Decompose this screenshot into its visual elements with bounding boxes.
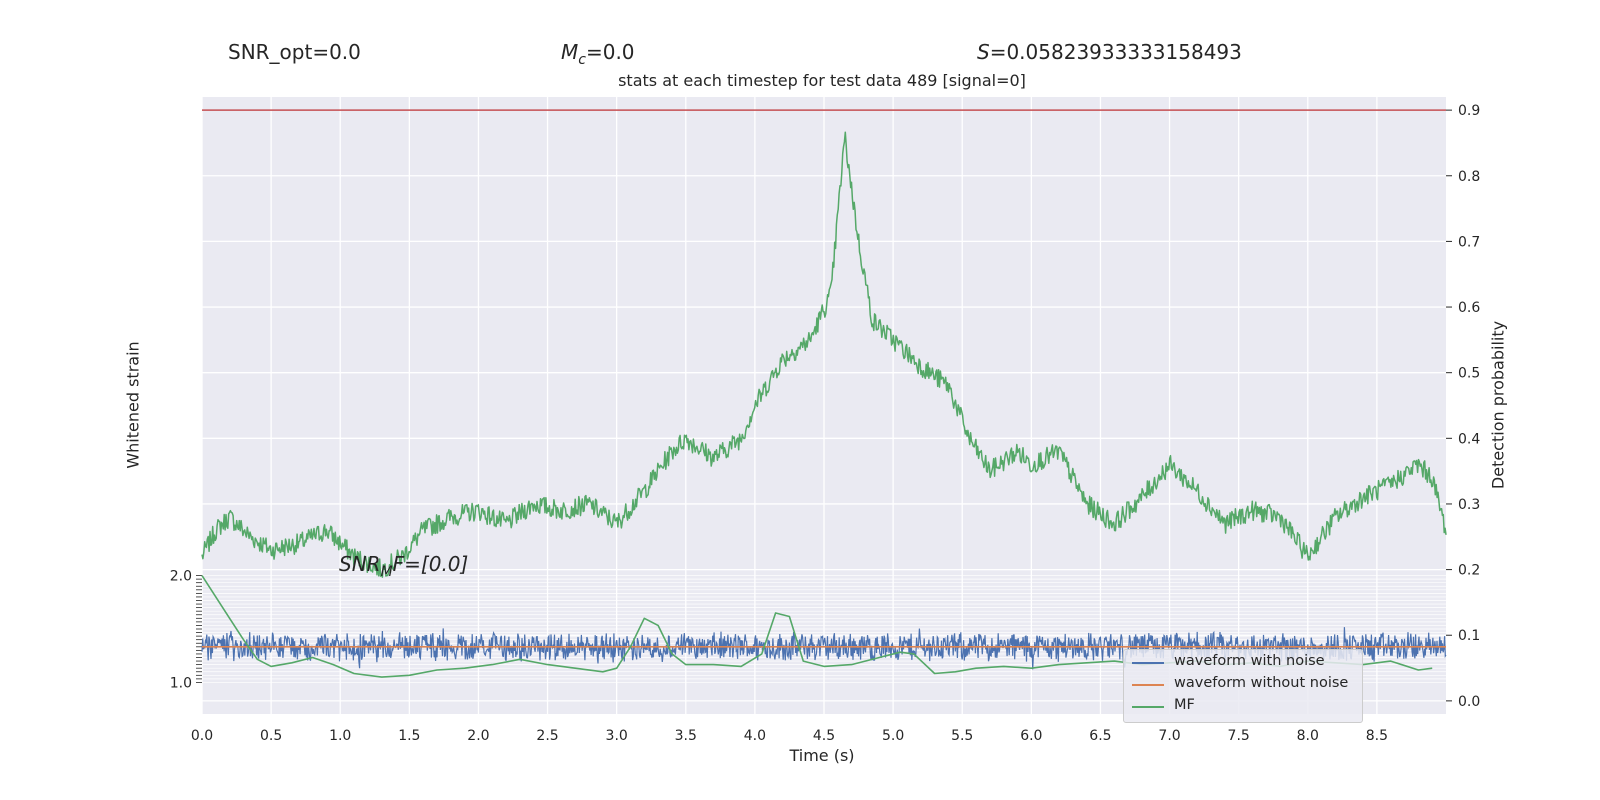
legend-label: MF (1174, 697, 1195, 713)
x-tick-label: 7.5 (1228, 728, 1250, 744)
x-tick-label: 6.5 (1089, 728, 1111, 744)
y-tick-label: 0.1 (1458, 628, 1480, 644)
detection-probability-line (201, 131, 1447, 578)
plot-title: stats at each timestep for test data 489… (618, 71, 1026, 90)
y-tick-label: 0.4 (1458, 431, 1480, 447)
x-tick-label: 8.0 (1297, 728, 1319, 744)
snr-mf-suffix: F=[0.0] (392, 552, 469, 576)
s-symbol: S (977, 40, 990, 64)
snr-opt-label: SNR_opt=0.0 (228, 40, 361, 64)
x-tick-label: 6.0 (1020, 728, 1042, 744)
y-tick-label: 0.3 (1458, 497, 1480, 513)
snr-mf-annotation: SNRMF=[0.0] (339, 552, 468, 580)
strain-tick-label: 1.0 (170, 675, 192, 691)
mc-subscript: c (578, 52, 586, 68)
y-tick-label: 0.0 (1458, 694, 1480, 710)
mc-value: =0.0 (585, 40, 635, 64)
right-y-ticks: 0.0 0.1 0.2 0.3 0.4 0.5 0.6 0.7 0.8 0.9 (1446, 103, 1480, 710)
mc-symbol: M (561, 40, 579, 64)
s-label: S=0.05823933333158493 (977, 40, 1242, 64)
x-tick-label: 8.5 (1366, 728, 1388, 744)
x-tick-label: 5.0 (882, 728, 904, 744)
snr-mf-prefix: SNR (339, 552, 381, 576)
x-tick-label: 1.5 (398, 728, 420, 744)
x-tick-label: 3.0 (606, 728, 628, 744)
legend-swatch-orange (1132, 684, 1164, 686)
legend-item-waveform-with-noise: waveform with noise (1124, 652, 1362, 674)
legend-label: waveform without noise (1174, 675, 1349, 691)
x-tick-label: 2.5 (536, 728, 558, 744)
legend-item-mf: MF (1124, 696, 1362, 718)
legend-swatch-green (1132, 706, 1164, 708)
legend: waveform with noise waveform without noi… (1123, 649, 1363, 723)
legend-item-waveform-without-noise: waveform without noise (1124, 674, 1362, 696)
legend-swatch-blue (1132, 662, 1164, 664)
y-tick-label: 0.5 (1458, 366, 1480, 382)
y-tick-label: 0.6 (1458, 300, 1480, 316)
x-tick-label: 0.0 (191, 728, 213, 744)
x-axis-label: Time (s) (789, 746, 855, 765)
s-value: =0.05823933333158493 (989, 40, 1242, 64)
y-axis-label-right: Detection probability (1488, 320, 1508, 490)
y-tick-label: 0.8 (1458, 169, 1480, 185)
x-ticks: 0.0 0.5 1.0 1.5 2.0 2.5 3.0 3.5 4.0 4.5 5.0 5.5 6.0 6… (191, 728, 1388, 744)
x-tick-label: 3.5 (675, 728, 697, 744)
x-tick-label: 7.0 (1158, 728, 1180, 744)
mc-label: Mc=0.0 (561, 40, 635, 68)
x-tick-label: 0.5 (260, 728, 282, 744)
x-tick-label: 5.5 (951, 728, 973, 744)
x-tick-label: 4.0 (744, 728, 766, 744)
strain-ticks: 2.0 1.0 (170, 569, 202, 691)
y-tick-label: 0.7 (1458, 234, 1480, 250)
snr-mf-subscript: M (380, 564, 393, 580)
strain-tick-label: 2.0 (170, 569, 192, 585)
x-tick-label: 2.0 (467, 728, 489, 744)
y-axis-label-left: Whitened strain (123, 341, 143, 469)
x-tick-label: 4.5 (813, 728, 835, 744)
x-tick-label: 1.0 (329, 728, 351, 744)
y-tick-label: 0.9 (1458, 103, 1480, 119)
y-tick-label: 0.2 (1458, 563, 1480, 579)
legend-label: waveform with noise (1174, 653, 1325, 669)
